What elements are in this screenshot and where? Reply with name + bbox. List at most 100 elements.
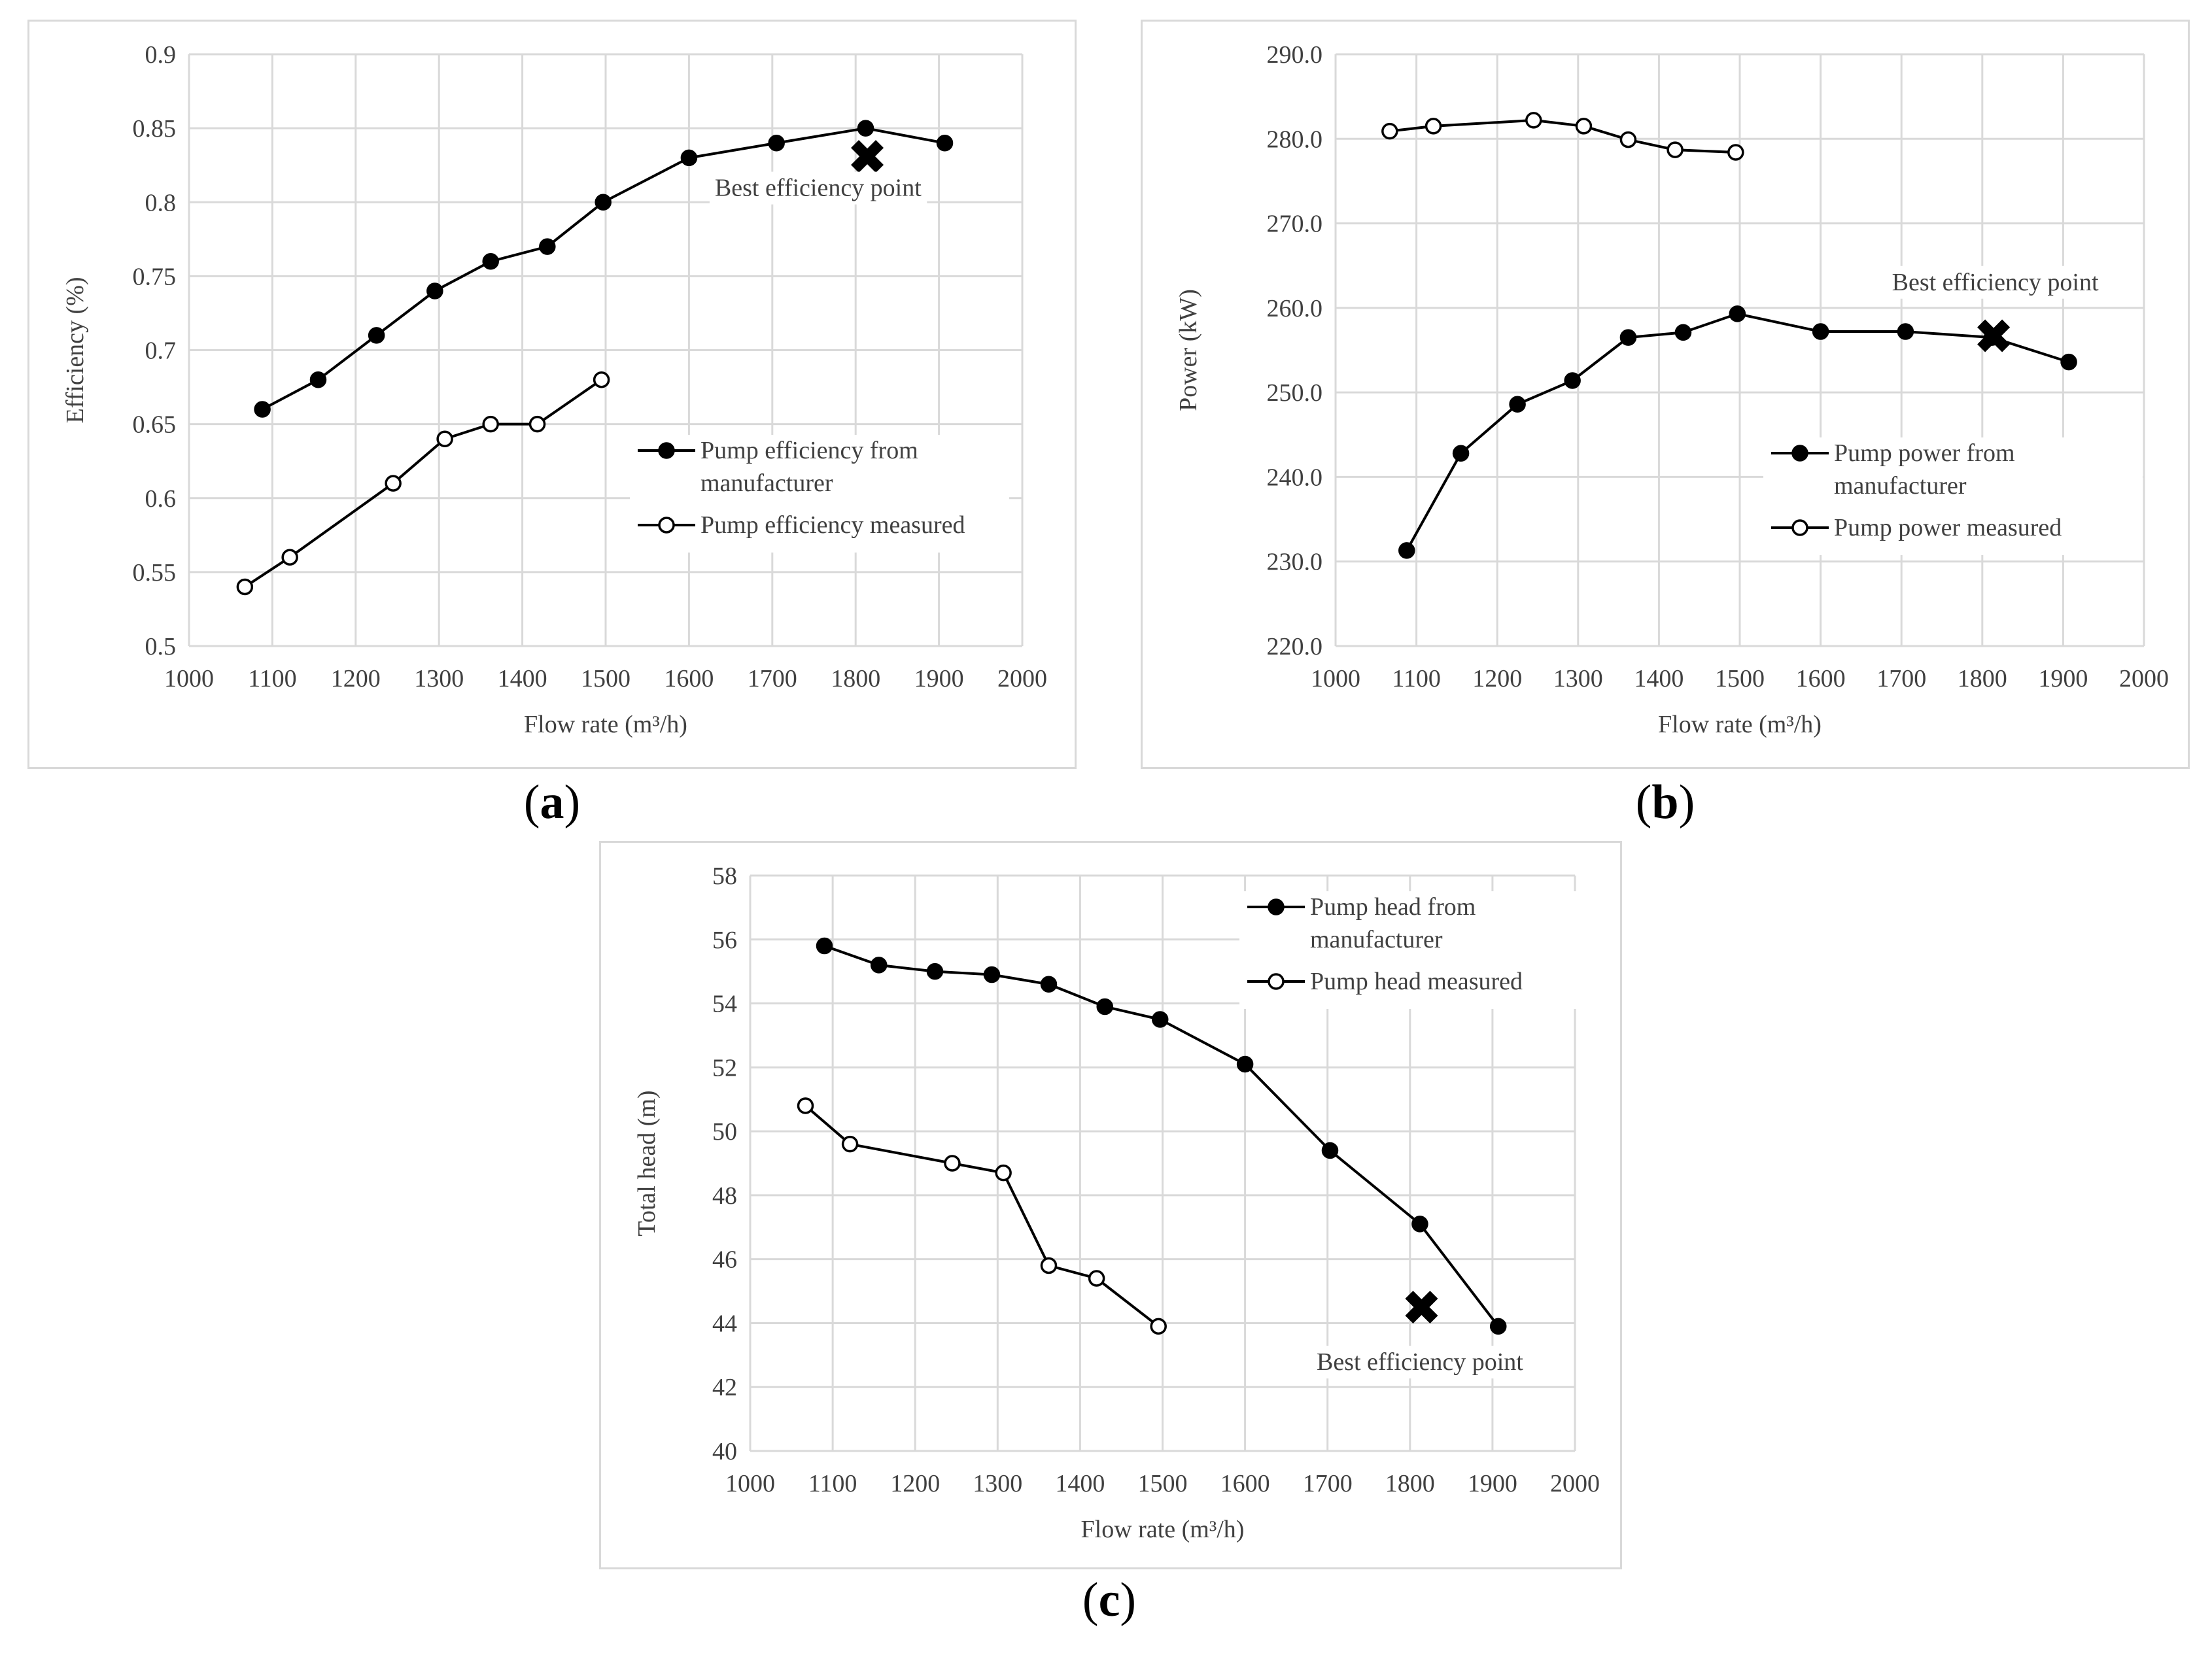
data-point: [768, 135, 785, 152]
x-tick-label: 1900: [914, 665, 964, 692]
legend: Pump head from manufacturer Pump head meas…: [1239, 891, 1619, 1009]
legend-marker: [1268, 973, 1285, 990]
legend-item-measured: Pump power measured: [1771, 514, 2062, 541]
y-tick-label: 220.0: [1267, 633, 1323, 660]
data-point: [995, 1164, 1012, 1182]
data-point: [368, 327, 385, 344]
x-tick-label: 1600: [1796, 665, 1846, 692]
legend-label: Pump head from: [1310, 893, 1476, 921]
data-point: [1674, 324, 1692, 341]
data-point: [1525, 112, 1542, 129]
legend-marker: [658, 517, 675, 534]
data-point: [1897, 323, 1914, 340]
y-axis-title: Efficiency (%): [61, 277, 89, 423]
data-point: [539, 238, 556, 255]
chart-c: 1000 1100 1200 1300 1400 1500 1600 1700 1800 1900…: [633, 862, 1619, 1543]
legend-label: Pump head measured: [1310, 968, 1523, 995]
data-point: [1727, 144, 1744, 161]
legend-label: Pump power from: [1834, 439, 2015, 467]
y-tick-label: 290.0: [1267, 41, 1323, 69]
best-efficiency-point-marker: [1405, 1290, 1438, 1324]
x-axis-title: Flow rate (m³/h): [1658, 711, 1822, 738]
chart-panel-b: 1000 1100 1200 1300 1400 1500 1600 1700 1800 1900…: [1141, 20, 2190, 769]
gridlines: [1334, 53, 2145, 647]
data-point: [2060, 353, 2077, 371]
series-line-measured: [244, 379, 602, 589]
x-tick-label: 1400: [1055, 1470, 1105, 1497]
y-tick-label: 42: [712, 1374, 737, 1401]
x-tick-label: 1300: [414, 665, 464, 692]
best-efficiency-point-marker: [1977, 319, 2011, 352]
y-tick-label: 48: [712, 1182, 737, 1210]
data-point: [426, 282, 443, 299]
chart-b: 1000 1100 1200 1300 1400 1500 1600 1700 1800 1900…: [1175, 41, 2169, 738]
legend-marker: [658, 442, 675, 459]
chart-panel-c: 1000 1100 1200 1300 1400 1500 1600 1700 1800 1900…: [599, 841, 1622, 1569]
legend: Pump power from manufacturer Pump power me…: [1763, 437, 2143, 555]
bep-label: Best efficiency point: [1892, 269, 2099, 296]
caption-b: (b): [1635, 776, 1695, 829]
y-tick-label: 0.8: [145, 189, 177, 216]
legend-item-measured: Pump efficiency measured: [638, 511, 965, 539]
legend-label: Pump efficiency from: [700, 437, 918, 464]
data-point: [1411, 1216, 1428, 1233]
legend-background: [1239, 891, 1619, 1009]
y-tick-label: 0.7: [145, 337, 177, 365]
y-tick-label: 52: [712, 1054, 737, 1082]
caption-c: (c): [1082, 1573, 1137, 1627]
bep-stroke: [1405, 1290, 1438, 1324]
y-tick-label: 230.0: [1267, 549, 1323, 576]
data-point: [797, 1097, 814, 1114]
caption-a: (a): [523, 776, 581, 829]
x-tick-label: 2000: [1550, 1470, 1600, 1497]
y-tick-label: 0.65: [133, 411, 177, 439]
x-tick-label: 1700: [1876, 665, 1926, 692]
data-point: [1619, 131, 1637, 148]
data-point: [1509, 396, 1526, 413]
y-tick-label: 260.0: [1267, 295, 1323, 322]
data-point: [482, 415, 499, 433]
data-point: [482, 253, 499, 270]
y-tick-label: 50: [712, 1118, 737, 1146]
y-tick-label: 58: [712, 862, 737, 890]
gridlines: [188, 53, 1024, 647]
legend-item-manufacturer: Pump efficiency from manufacturer: [638, 437, 918, 497]
data-point: [281, 549, 298, 566]
data-point: [1619, 329, 1637, 346]
legend-marker: [1791, 519, 1808, 536]
y-tick-label: 0.9: [145, 41, 177, 69]
data-point: [1812, 323, 1829, 340]
data-point: [595, 194, 612, 211]
legend-marker: [1791, 445, 1808, 462]
data-point: [1729, 305, 1746, 322]
y-tick-label: 46: [712, 1246, 737, 1274]
legend-item-manufacturer: Pump head from manufacturer: [1247, 893, 1476, 953]
x-tick-label: 1200: [1472, 665, 1522, 692]
y-tick-label: 0.55: [133, 559, 177, 587]
bep-label: Best efficiency point: [715, 175, 922, 202]
y-tick-label: 270.0: [1267, 211, 1323, 238]
data-point: [926, 963, 944, 980]
data-point: [309, 371, 327, 388]
data-point: [1040, 1257, 1058, 1274]
chart-a: 1000 1100 1200 1300 1400 1500 1600 1700 1800 1900…: [61, 41, 1047, 738]
bep-label-bg: [709, 171, 927, 205]
data-point: [385, 475, 402, 492]
data-point: [857, 120, 874, 137]
x-tick-label: 1900: [2038, 665, 2088, 692]
y-tick-label: 240.0: [1267, 464, 1323, 491]
x-tick-label: 1100: [248, 665, 297, 692]
x-tick-label: 1300: [973, 1470, 1022, 1497]
x-tick-label: 2000: [997, 665, 1047, 692]
x-tick-label: 1700: [748, 665, 797, 692]
legend-label: manufacturer: [1310, 926, 1443, 953]
data-point: [1150, 1318, 1167, 1335]
series-line-measured: [804, 1104, 1160, 1327]
data-point: [528, 415, 546, 433]
legend-item-measured: Pump head measured: [1247, 968, 1523, 995]
data-point: [841, 1135, 859, 1153]
x-tick-label: 1100: [1392, 665, 1441, 692]
legend-background: [1763, 437, 2143, 555]
data-point: [436, 430, 453, 447]
